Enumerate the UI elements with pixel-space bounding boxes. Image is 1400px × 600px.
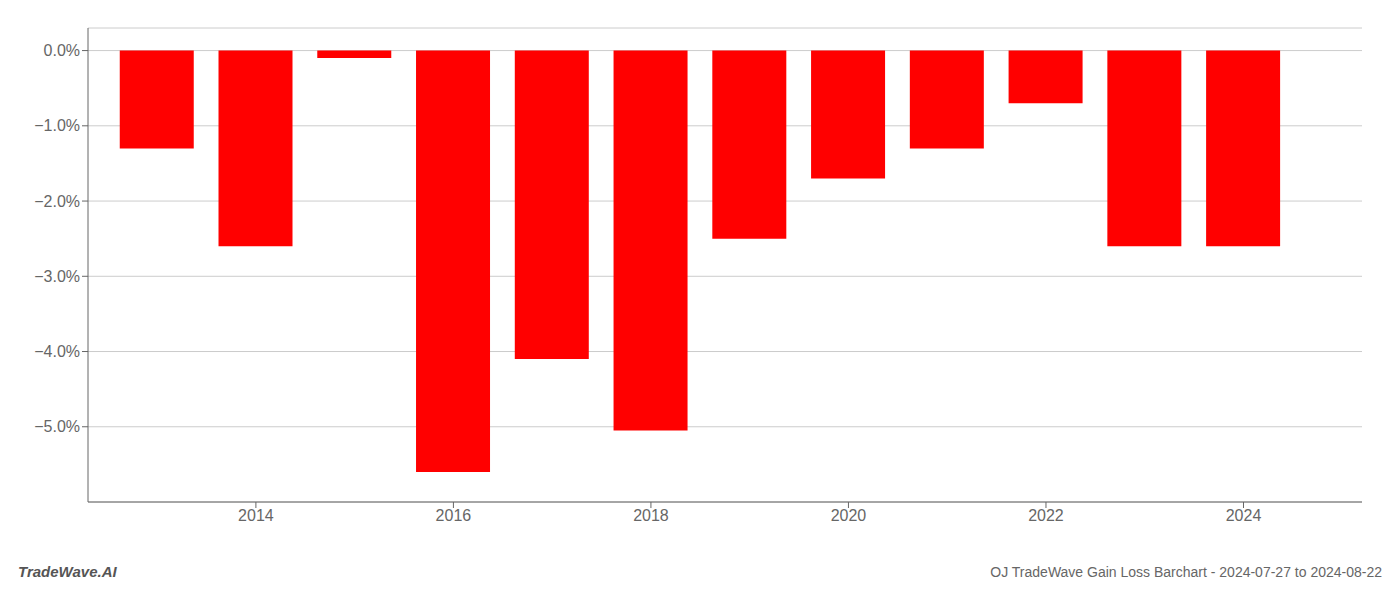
svg-text:−1.0%: −1.0%: [34, 117, 80, 134]
svg-text:−3.0%: −3.0%: [34, 268, 80, 285]
html-text:TradeWave.AI: TradeWave.AI: [18, 563, 117, 580]
svg-text:2020: 2020: [831, 507, 867, 524]
svg-text:−5.0%: −5.0%: [34, 418, 80, 435]
svg-text:−4.0%: −4.0%: [34, 343, 80, 360]
svg-text:2018: 2018: [633, 507, 669, 524]
html-text:OJ TradeWave Gain Loss Barchar: OJ TradeWave Gain Loss Barchart - 2024-0…: [990, 564, 1382, 580]
svg-text:−2.0%: −2.0%: [34, 193, 80, 210]
svg-text:2014: 2014: [238, 507, 274, 524]
svg-text:2016: 2016: [436, 507, 472, 524]
svg-text:0.0%: 0.0%: [44, 42, 80, 59]
svg-text:2022: 2022: [1028, 507, 1064, 524]
svg-text:2024: 2024: [1226, 507, 1262, 524]
